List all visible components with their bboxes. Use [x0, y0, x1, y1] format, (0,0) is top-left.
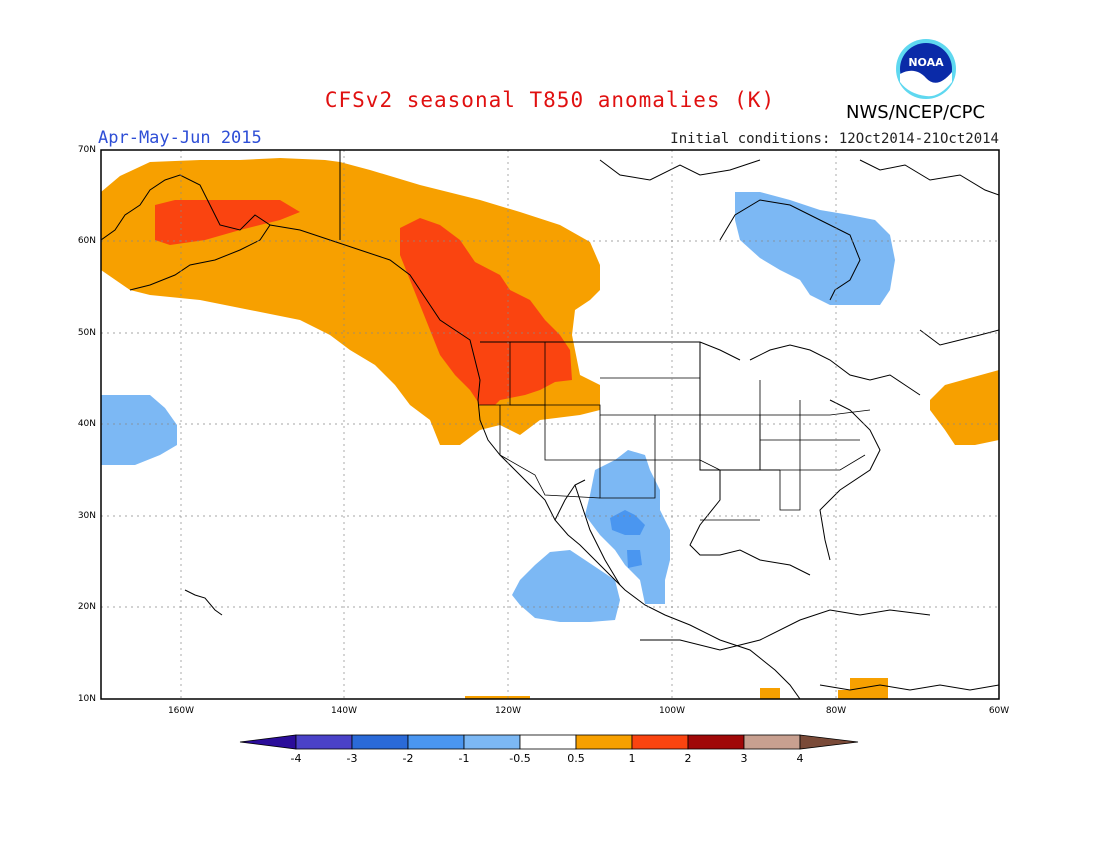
colorbar-label: -1 [458, 752, 470, 765]
hot-anomaly-region [155, 200, 572, 405]
colorbar-label: 4 [796, 752, 804, 765]
colorbar-label: -3 [346, 752, 358, 765]
lon-label-120w: 120W [494, 706, 522, 716]
map-title: CFSv2 seasonal T850 anomalies (K) [324, 88, 776, 112]
state-borders [478, 342, 871, 521]
initial-conditions-label: Initial conditions: 12Oct2014-21Oct2014 [670, 131, 999, 147]
lat-label-50n: 50N [77, 328, 96, 338]
lat-label-30n: 30N [77, 511, 96, 521]
lon-label-80w: 80W [825, 706, 847, 716]
lat-label-20n: 20N [77, 602, 96, 612]
lat-label-70n: 70N [77, 145, 96, 155]
colorbar-label: -0.5 [509, 752, 531, 765]
lon-label-160w: 160W [167, 706, 195, 716]
gridlines [101, 150, 999, 699]
colorbar-label: 1 [628, 752, 636, 765]
colorbar-label: 2 [684, 752, 692, 765]
lat-label-10n: 10N [77, 694, 96, 704]
colorbar-label: 0.5 [567, 752, 585, 765]
lon-label-140w: 140W [330, 706, 358, 716]
svg-text:NOAA: NOAA [908, 56, 944, 69]
noaa-logo: NOAA [896, 39, 956, 99]
lon-label-60w: 60W [988, 706, 1010, 716]
colorbar-label: -4 [290, 752, 302, 765]
agency-label: NWS/NCEP/CPC [846, 102, 986, 123]
lat-label-60n: 60N [77, 236, 96, 246]
colorbar-label: 3 [740, 752, 748, 765]
cool-anomaly-region [101, 192, 895, 622]
colorbar-label: -2 [402, 752, 414, 765]
map-frame [100, 149, 1000, 700]
lat-label-40n: 40N [77, 419, 96, 429]
lon-label-100w: 100W [658, 706, 686, 716]
colorbar [239, 734, 859, 750]
season-label: Apr-May-Jun 2015 [98, 128, 262, 148]
